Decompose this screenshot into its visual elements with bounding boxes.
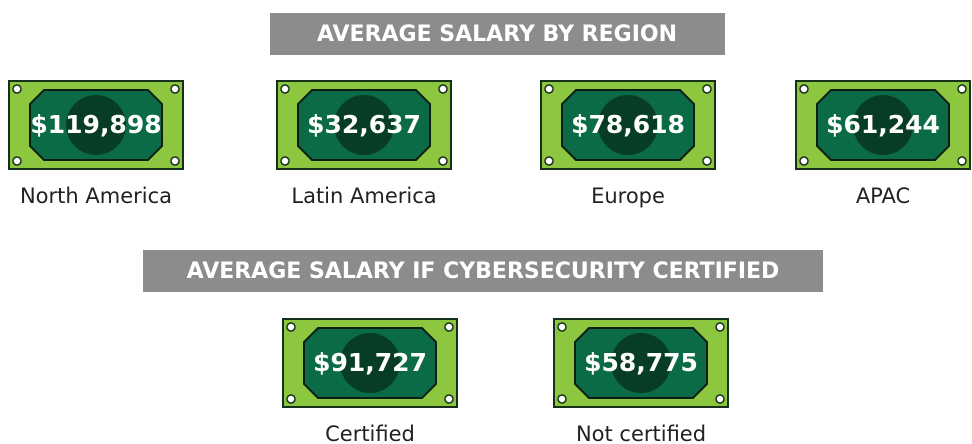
- bill-dot: [286, 394, 296, 404]
- region-label: Not certified: [576, 422, 706, 444]
- bill-dot: [286, 322, 296, 332]
- section-banner: [143, 250, 823, 292]
- bill-dot: [280, 156, 290, 166]
- region-label: Europe: [591, 184, 665, 208]
- bill-seal: [853, 95, 913, 155]
- bill-dot: [702, 84, 712, 94]
- region-label: Latin America: [291, 184, 436, 208]
- bill: $91,727: [282, 318, 458, 408]
- bill-dot: [557, 322, 567, 332]
- bill-dot: [12, 84, 22, 94]
- bill-dot: [438, 84, 448, 94]
- section-title: AVERAGE SALARY IF CYBERSECURITY CERTIFIE…: [187, 259, 780, 284]
- bill-dot: [957, 156, 967, 166]
- section-banner: [270, 13, 725, 55]
- section-title: AVERAGE SALARY BY REGION: [317, 22, 677, 47]
- salary-amount: $58,775: [584, 348, 698, 377]
- salary-amount: $91,727: [313, 348, 427, 377]
- bill-dot: [170, 84, 180, 94]
- bill-seal: [340, 333, 400, 393]
- salary-amount: $119,898: [30, 110, 161, 139]
- bill-dot: [715, 394, 725, 404]
- bill-dot: [557, 394, 567, 404]
- bill-dot: [957, 84, 967, 94]
- region-label: North America: [20, 184, 172, 208]
- bill-dot: [12, 156, 22, 166]
- bill-seal: [611, 333, 671, 393]
- bill-dot: [444, 322, 454, 332]
- bill-dot: [544, 156, 554, 166]
- bill: $119,898: [8, 80, 184, 170]
- bill-dot: [799, 84, 809, 94]
- salary-amount: $32,637: [307, 110, 421, 139]
- bill-dot: [170, 156, 180, 166]
- salary-amount: $78,618: [571, 110, 685, 139]
- region-label: Certified: [325, 422, 415, 444]
- bill: $32,637: [276, 80, 452, 170]
- bill-seal: [598, 95, 658, 155]
- bill-dot: [544, 84, 554, 94]
- bill-dot: [280, 84, 290, 94]
- bill: $78,618: [540, 80, 716, 170]
- region-label: APAC: [856, 184, 910, 208]
- bill-dot: [799, 156, 809, 166]
- salary-amount: $61,244: [826, 110, 940, 139]
- bill-dot: [715, 322, 725, 332]
- bill-dot: [702, 156, 712, 166]
- bill: $58,775: [553, 318, 729, 408]
- bill: $61,244: [795, 80, 971, 170]
- bill-seal: [334, 95, 394, 155]
- bill-dot: [438, 156, 448, 166]
- bill-dot: [444, 394, 454, 404]
- bill-seal: [66, 95, 126, 155]
